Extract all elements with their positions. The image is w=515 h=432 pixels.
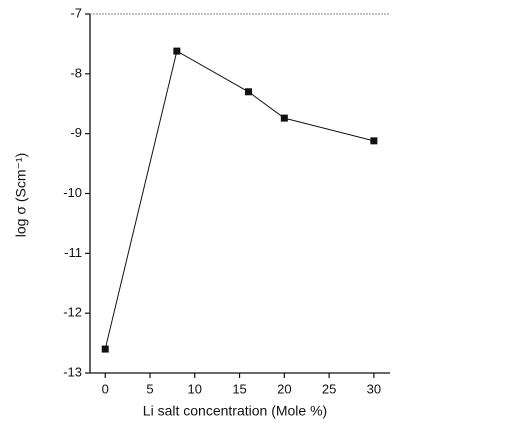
data-point xyxy=(370,137,378,145)
x-tick-label: 10 xyxy=(188,381,202,396)
x-tick-label: 25 xyxy=(322,381,336,396)
x-tick-label: 15 xyxy=(232,381,246,396)
data-point xyxy=(280,114,288,122)
y-tick-label: -11 xyxy=(64,245,82,260)
x-tick-label: 30 xyxy=(367,381,381,396)
y-tick-label: -10 xyxy=(63,185,82,200)
x-tick-label: 0 xyxy=(102,381,109,396)
data-point xyxy=(101,345,109,353)
y-tick-label: -12 xyxy=(63,305,82,320)
y-tick-label: -9 xyxy=(70,125,82,140)
data-point xyxy=(173,47,181,55)
x-tick-label: 5 xyxy=(146,381,153,396)
series-line xyxy=(104,50,375,350)
y-tick-label: -8 xyxy=(70,65,82,80)
y-tick-label: -7 xyxy=(70,5,82,20)
data-point xyxy=(245,88,253,96)
x-tick-label: 20 xyxy=(277,381,291,396)
x-axis-label: Li salt concentration (Mole %) xyxy=(143,403,327,419)
y-axis-label: log σ (Scm⁻¹) xyxy=(13,153,29,237)
y-tick-label: -13 xyxy=(63,364,82,379)
